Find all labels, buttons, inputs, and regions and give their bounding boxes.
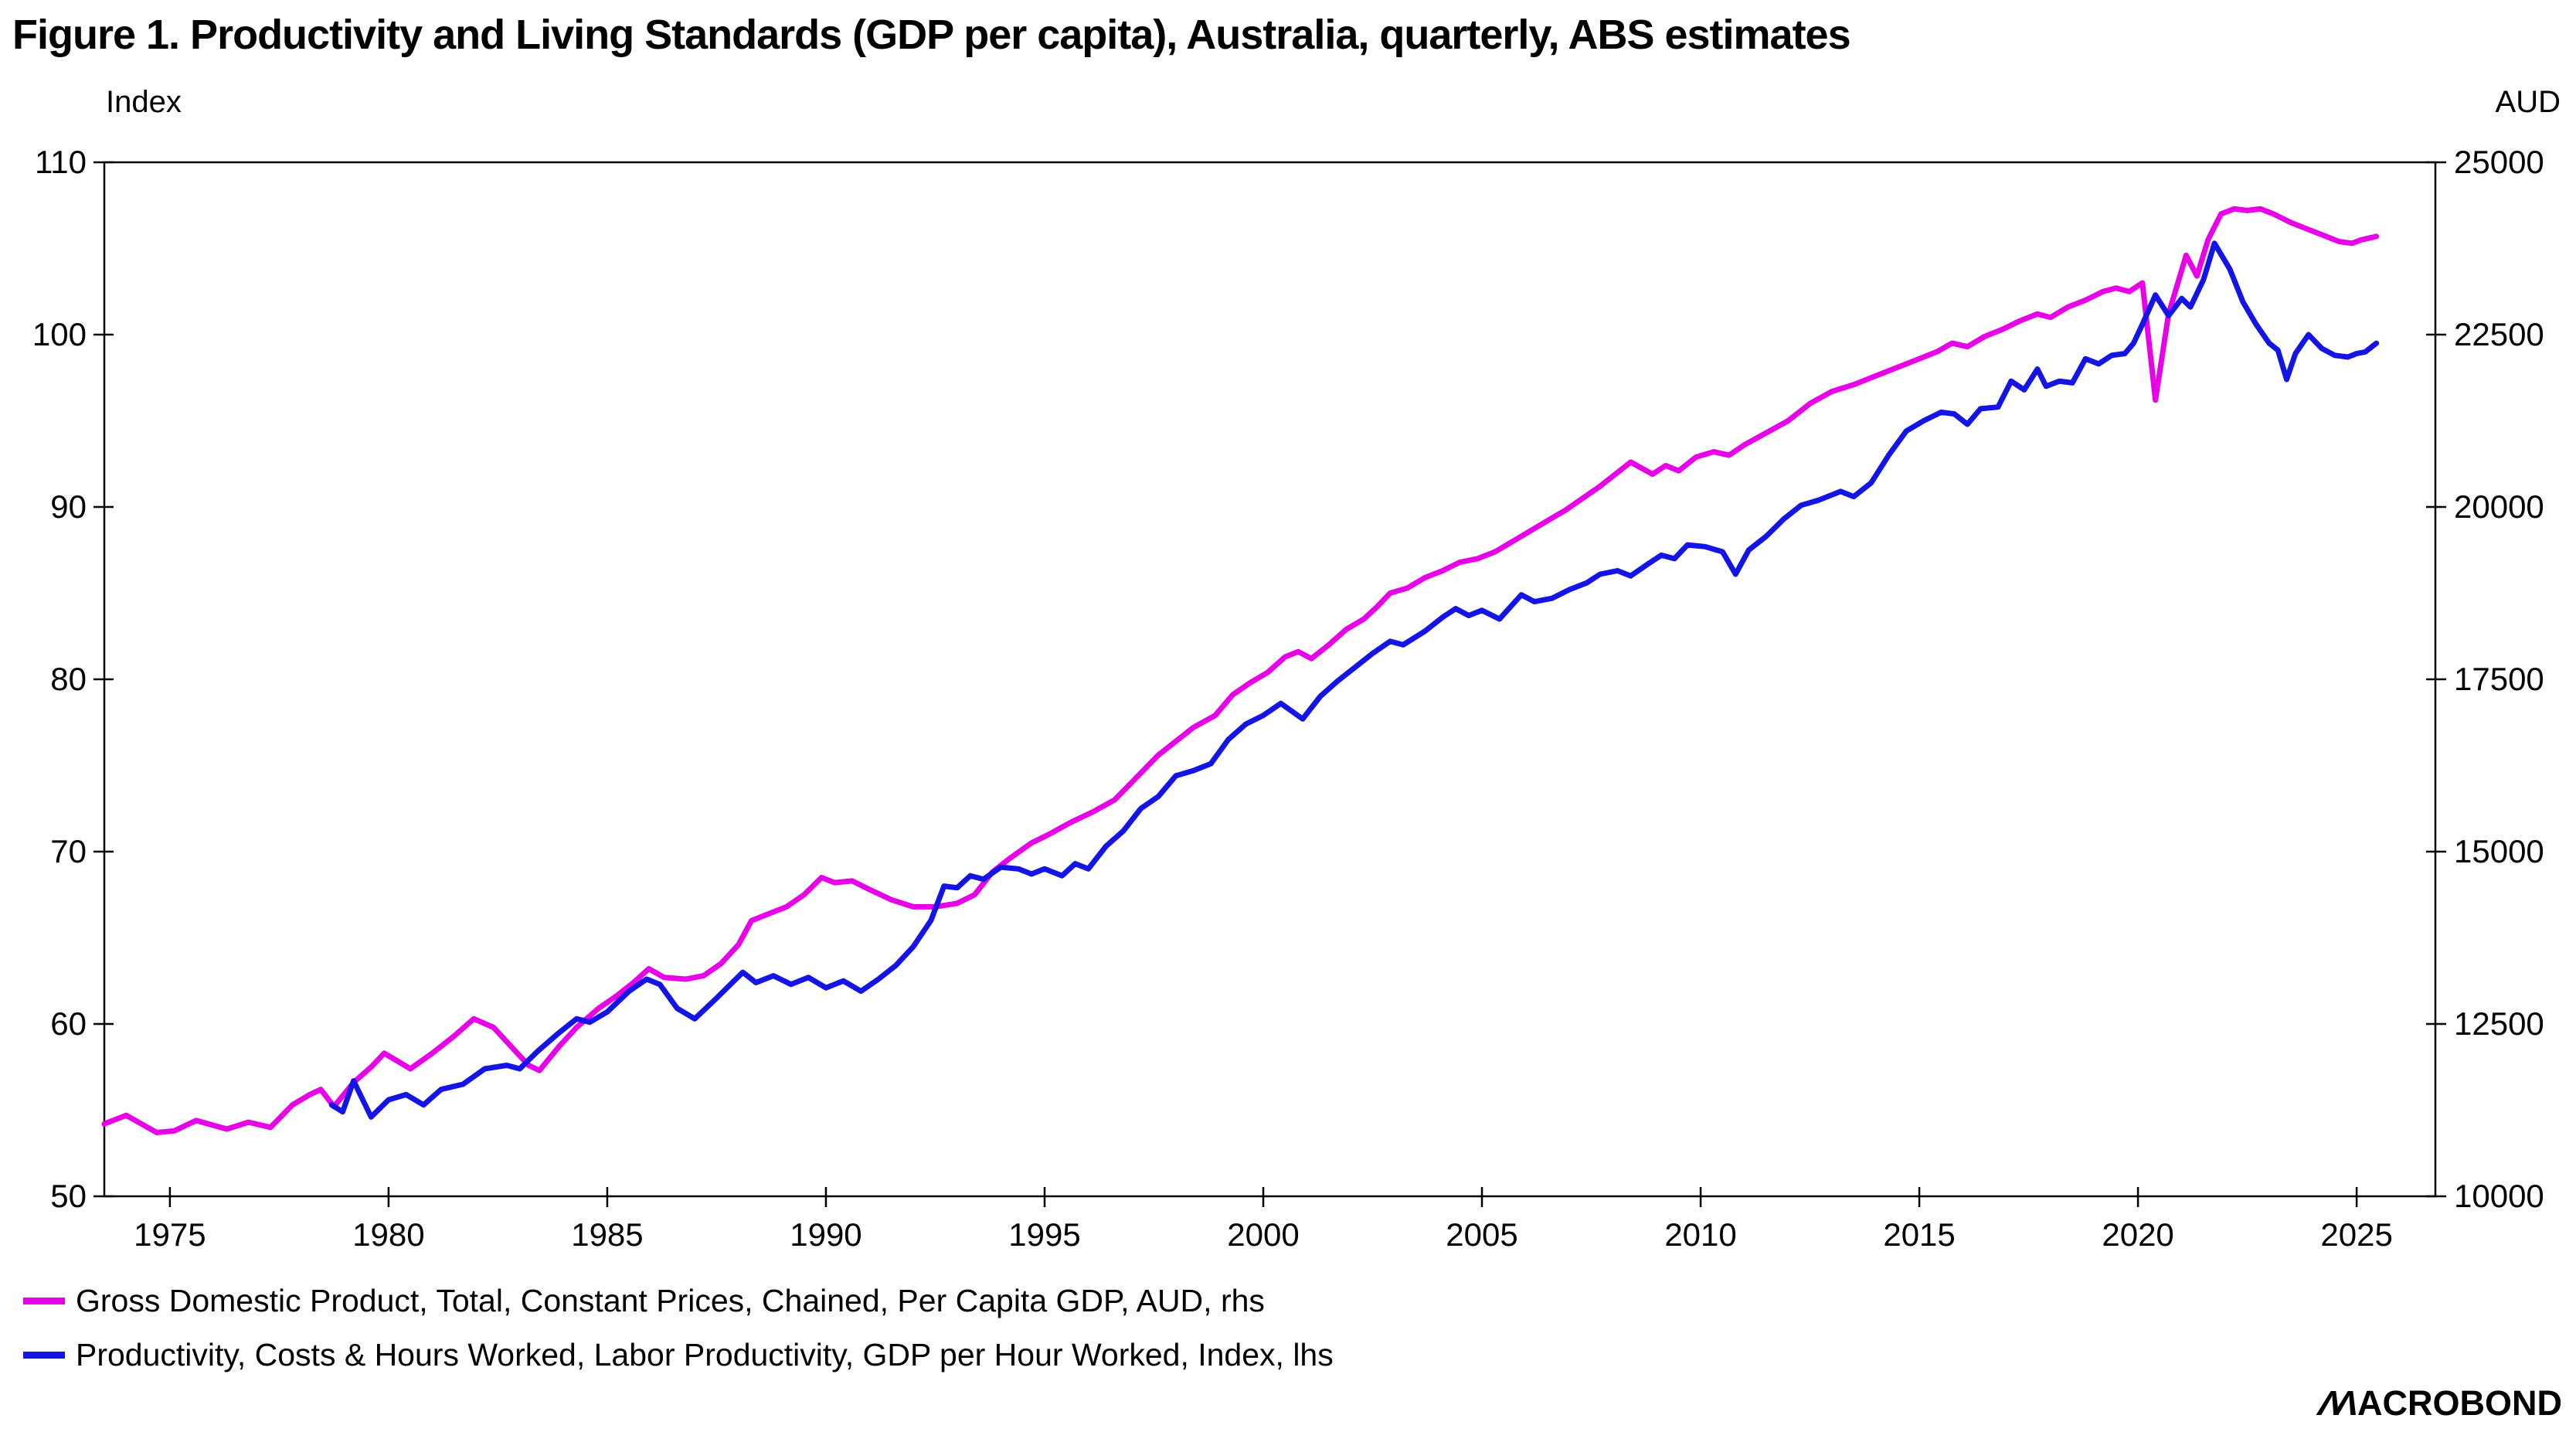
- x-axis-tick-label: 2020: [2102, 1216, 2173, 1253]
- x-axis-tick-label: 1980: [352, 1216, 424, 1253]
- y-axis-tick-label-left: 100: [32, 316, 87, 352]
- plot-frame: [103, 161, 2437, 1198]
- y-axis-tick-label-right: 12500: [2454, 1005, 2544, 1042]
- y-axis-tick-label-left: 60: [50, 1005, 87, 1042]
- x-axis-tick-label: 2005: [1446, 1216, 1517, 1253]
- left-axis-unit-label: Index: [106, 85, 182, 119]
- y-axis-tick-label-left: 50: [50, 1178, 87, 1214]
- legend-item-gdp-per-capita: Gross Domestic Product, Total, Constant …: [23, 1274, 1334, 1328]
- x-axis-tick-label: 2010: [1664, 1216, 1736, 1253]
- logo-text: ACROBOND: [2357, 1383, 2562, 1423]
- macrobond-logo: ΛΛACROBOND: [2314, 1383, 2562, 1423]
- legend: Gross Domestic Product, Total, Constant …: [23, 1274, 1334, 1382]
- y-axis-tick-label-right: 10000: [2454, 1178, 2544, 1214]
- y-axis-tick-label-left: 80: [50, 661, 87, 697]
- logo-stylized-m: ΛΛ: [2313, 1383, 2358, 1423]
- x-axis-tick-label: 1985: [571, 1216, 643, 1253]
- x-axis-tick-label: 2000: [1227, 1216, 1299, 1253]
- legend-label: Gross Domestic Product, Total, Constant …: [76, 1282, 1265, 1318]
- x-axis-tick-label: 2015: [1883, 1216, 1955, 1253]
- x-axis-tick-label: 2025: [2320, 1216, 2392, 1253]
- y-axis-tick-label-right: 15000: [2454, 833, 2544, 869]
- legend-item-labor-productivity: Productivity, Costs & Hours Worked, Labo…: [23, 1328, 1334, 1382]
- chart-title: Figure 1. Productivity and Living Standa…: [12, 12, 1851, 58]
- series-line-labor-productivity: [328, 240, 2380, 1120]
- y-axis-tick-label-left: 110: [35, 144, 87, 180]
- right-axis-unit-label: AUD: [2495, 85, 2561, 119]
- legend-swatch-blue: [23, 1351, 65, 1359]
- y-axis-tick-label-right: 20000: [2454, 488, 2544, 525]
- y-axis-tick-label-left: 90: [50, 488, 87, 525]
- y-axis-tick-label-right: 22500: [2454, 316, 2544, 352]
- x-axis-tick-label: 1990: [790, 1216, 861, 1253]
- y-axis-tick-label-right: 17500: [2454, 661, 2544, 697]
- y-axis-tick-label-right: 25000: [2454, 144, 2544, 180]
- y-axis-tick-label-left: 70: [50, 833, 87, 869]
- series-line-gdp-per-capita: [101, 206, 2380, 1135]
- x-axis-tick-label: 1975: [134, 1216, 206, 1253]
- legend-label: Productivity, Costs & Hours Worked, Labo…: [76, 1336, 1334, 1372]
- legend-swatch-magenta: [23, 1297, 65, 1304]
- x-axis-tick-label: 1995: [1008, 1216, 1080, 1253]
